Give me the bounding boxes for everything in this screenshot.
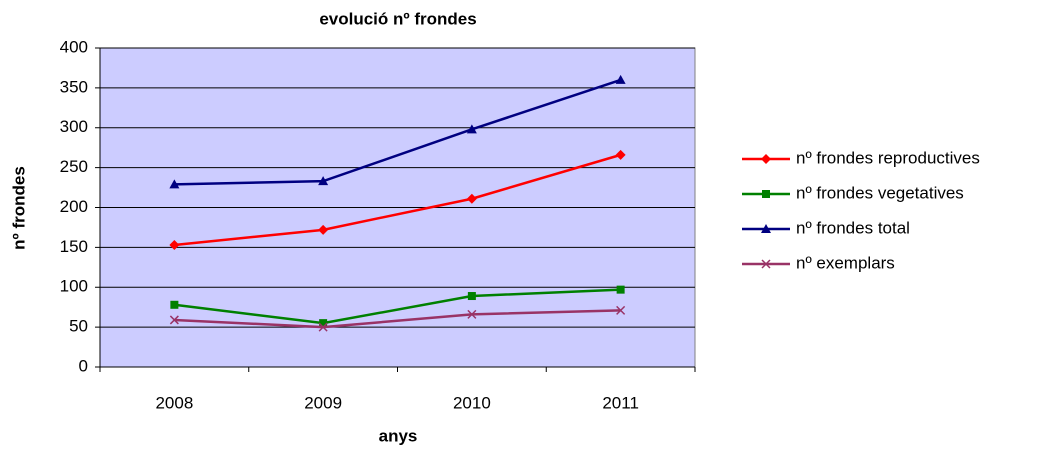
y-axis-label: nº frondes xyxy=(9,166,28,250)
marker xyxy=(169,179,180,189)
series-line xyxy=(174,288,621,325)
marker xyxy=(615,149,626,160)
x-tick-label: 2010 xyxy=(453,393,491,412)
marker xyxy=(615,74,626,84)
marker xyxy=(318,322,328,332)
x-tick-label: 2011 xyxy=(602,393,639,412)
marker xyxy=(169,315,179,325)
y-tick-label: 250 xyxy=(60,157,88,176)
x-tick-label: 2009 xyxy=(304,393,342,412)
marker xyxy=(616,305,626,315)
y-tick-label: 400 xyxy=(60,37,88,56)
legend-label: nº frondes total xyxy=(796,218,910,237)
marker xyxy=(169,239,180,250)
y-tick-label: 0 xyxy=(79,356,88,375)
legend-label: nº frondes reproductives xyxy=(796,148,980,167)
y-tick-label: 150 xyxy=(60,237,88,256)
marker xyxy=(466,193,477,204)
y-tick-label: 50 xyxy=(69,317,88,336)
y-tick-label: 300 xyxy=(60,117,88,136)
x-axis-label: anys xyxy=(379,426,418,445)
marker xyxy=(170,300,179,309)
marker xyxy=(466,124,477,134)
marker xyxy=(318,224,329,235)
marker xyxy=(761,154,771,164)
marker xyxy=(319,319,328,328)
series-line xyxy=(174,153,621,247)
y-tick-label: 350 xyxy=(60,77,88,96)
series-line xyxy=(174,78,622,186)
x-tick-label: 2008 xyxy=(155,393,193,412)
chart-title: evolució nº frondes xyxy=(319,9,476,28)
y-tick-label: 200 xyxy=(60,197,88,216)
marker xyxy=(761,259,771,269)
series-line xyxy=(174,309,621,329)
marker xyxy=(467,292,476,301)
legend-label: nº frondes vegetatives xyxy=(796,183,964,202)
legend-label: nº exemplars xyxy=(796,253,895,272)
marker xyxy=(318,176,329,186)
marker xyxy=(761,224,771,233)
marker xyxy=(467,309,477,319)
marker xyxy=(762,190,770,198)
y-tick-label: 100 xyxy=(60,277,88,296)
marker xyxy=(616,285,625,294)
